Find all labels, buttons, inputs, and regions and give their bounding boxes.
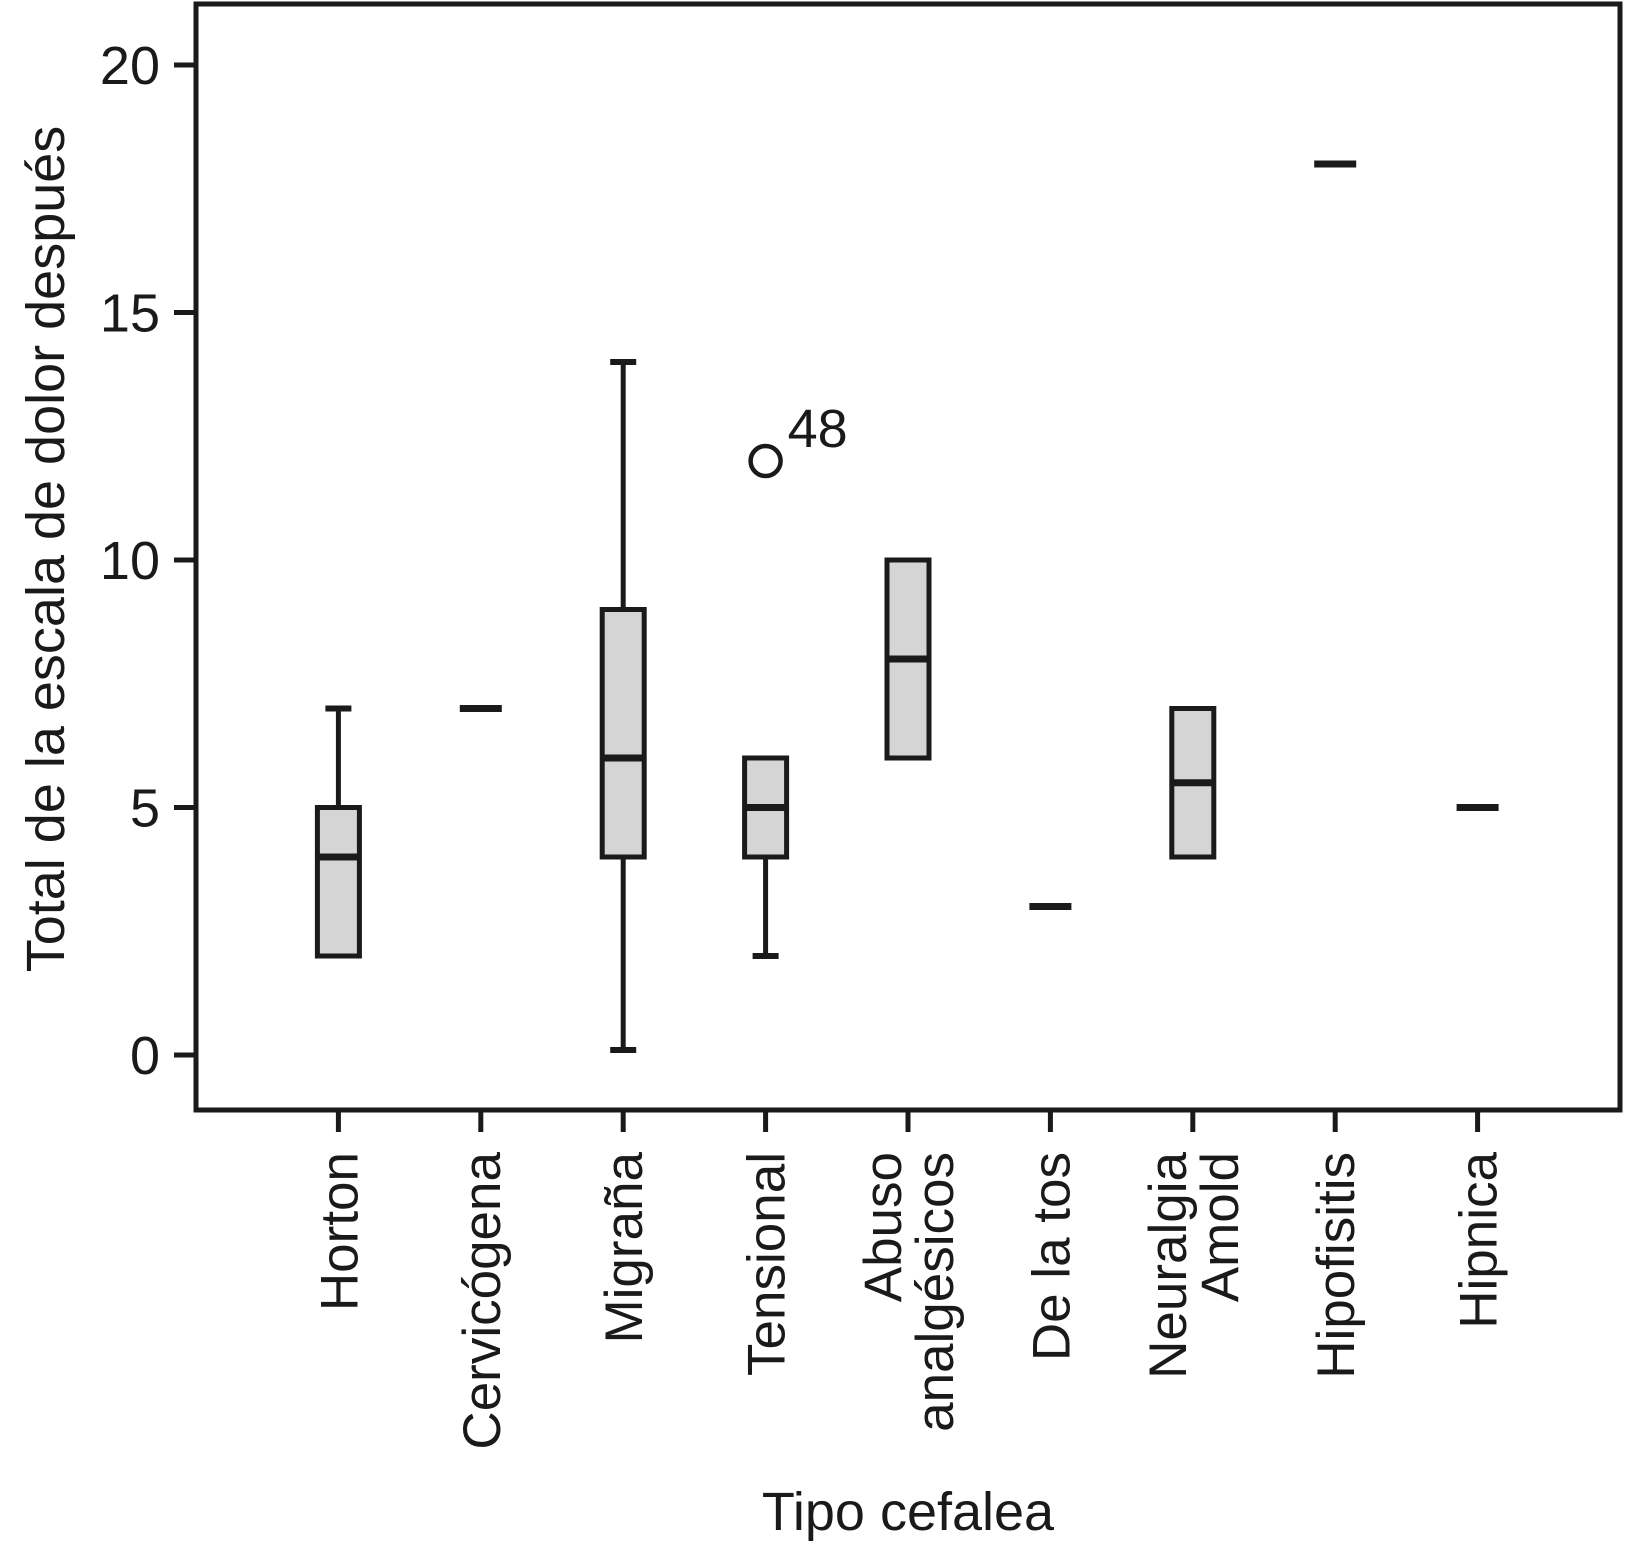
plot-border bbox=[193, 1, 1623, 1113]
box-horton bbox=[314, 805, 362, 959]
x-category-label-neuralgia-amold-line2: Amold bbox=[1191, 1152, 1250, 1302]
y-tick-label-20: 20 bbox=[100, 36, 160, 96]
y-tick-label-10: 10 bbox=[100, 531, 160, 591]
outlier-label-tensional: 48 bbox=[788, 399, 848, 459]
x-category-label-hipnica: Hipnica bbox=[1450, 1151, 1509, 1328]
box-migrana bbox=[599, 607, 647, 860]
x-category-label-migrana: Migraña bbox=[595, 1151, 654, 1343]
y-axis-title: Total de la escala de dolor después bbox=[16, 126, 76, 973]
x-category-label-abuso-analgesicos-line1: Abuso bbox=[854, 1152, 913, 1302]
x-category-label-neuralgia-amold-line1: Neuralgia bbox=[1139, 1151, 1198, 1378]
x-category-label-tensional: Tensional bbox=[738, 1152, 797, 1376]
x-category-label-de-la-tos: De la tos bbox=[1022, 1152, 1081, 1361]
x-category-label-abuso-analgesicos-line2: analgésicos bbox=[906, 1152, 965, 1432]
x-category-label-horton: Horton bbox=[310, 1152, 369, 1311]
x-category-label-cervicogena: Cervicógena bbox=[453, 1151, 512, 1449]
y-tick-label-5: 5 bbox=[130, 779, 160, 839]
outlier-point-tensional bbox=[748, 443, 783, 479]
y-tick-label-0: 0 bbox=[130, 1026, 160, 1086]
x-axis-title: Tipo cefalea bbox=[762, 1482, 1055, 1542]
x-category-label-hipofisitis: Hipofisitis bbox=[1307, 1152, 1366, 1379]
y-tick-label-15: 15 bbox=[100, 284, 160, 344]
